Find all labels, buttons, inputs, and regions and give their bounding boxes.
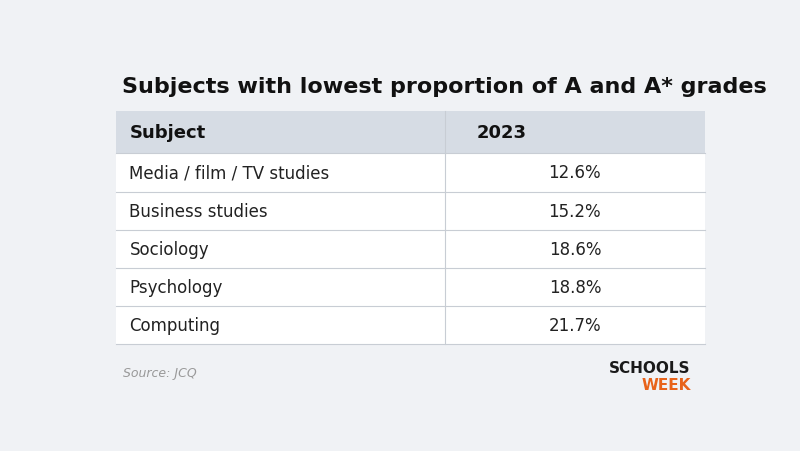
Text: Media / film / TV studies: Media / film / TV studies <box>130 164 330 182</box>
Text: 12.6%: 12.6% <box>549 164 602 182</box>
Text: Computing: Computing <box>130 317 221 335</box>
Bar <box>115 112 705 345</box>
Text: Subjects with lowest proportion of A and A* grades: Subjects with lowest proportion of A and… <box>122 77 766 97</box>
Text: Subject: Subject <box>130 124 206 142</box>
Bar <box>115 112 705 154</box>
Text: Sociology: Sociology <box>130 240 209 258</box>
Text: 18.8%: 18.8% <box>549 278 601 296</box>
Text: 15.2%: 15.2% <box>549 202 602 220</box>
Text: Business studies: Business studies <box>130 202 268 220</box>
Text: 2023: 2023 <box>476 124 526 142</box>
Text: Psychology: Psychology <box>130 278 223 296</box>
Text: SCHOOLS: SCHOOLS <box>609 360 690 375</box>
Text: 21.7%: 21.7% <box>549 317 602 335</box>
Text: Source: JCQ: Source: JCQ <box>123 367 197 379</box>
Text: WEEK: WEEK <box>641 377 690 392</box>
Text: 18.6%: 18.6% <box>549 240 601 258</box>
